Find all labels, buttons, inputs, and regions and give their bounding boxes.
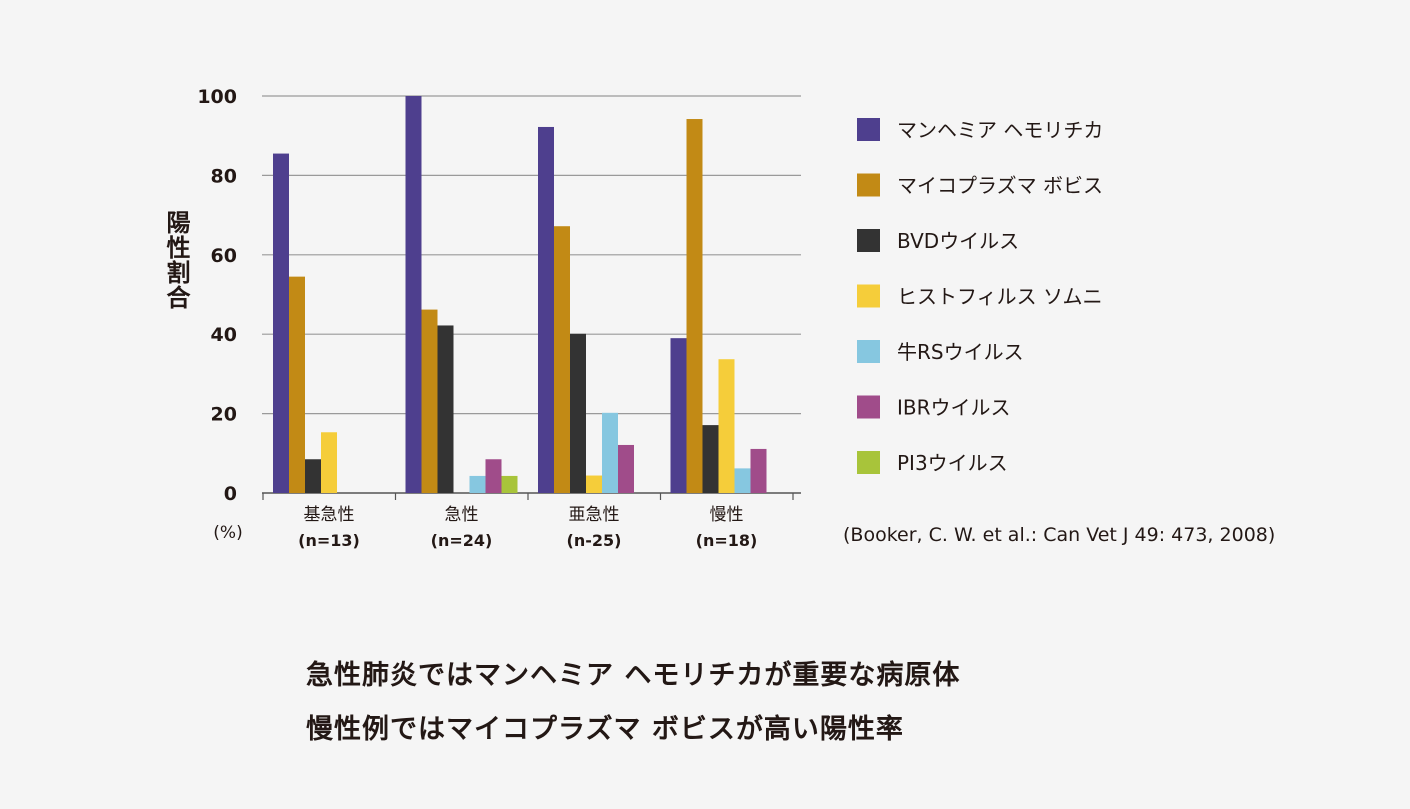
- legend-swatch: [857, 396, 880, 419]
- legend-label: 牛RSウイルス: [897, 340, 1024, 364]
- caption-line-1: 急性肺炎ではマンヘミア ヘモリチカが重要な病原体: [306, 653, 960, 692]
- y-axis-label: 陽性割合: [160, 210, 190, 310]
- bar: [273, 154, 289, 493]
- bar: [703, 425, 719, 493]
- legend-swatch: [857, 451, 880, 474]
- legend-label: IBRウイルス: [897, 396, 1011, 420]
- x-category-count: (n=13): [298, 531, 360, 550]
- legend-label: マイコプラズマ ボビス: [897, 174, 1103, 198]
- bar: [538, 127, 554, 493]
- bar: [602, 413, 618, 493]
- x-category-label: 亜急性: [569, 505, 620, 525]
- bar: [751, 449, 767, 493]
- bar: [570, 334, 586, 493]
- y-tick-label: 80: [211, 165, 237, 187]
- legend-label: BVDウイルス: [897, 229, 1019, 253]
- y-tick-label: 60: [211, 245, 237, 267]
- y-tick-label: 100: [197, 86, 237, 108]
- bar: [438, 325, 454, 493]
- x-category-count: (n-25): [567, 531, 622, 550]
- legend-label: マンヘミア ヘモリチカ: [897, 118, 1103, 142]
- legend-label: PI3ウイルス: [897, 451, 1008, 475]
- legend-swatch: [857, 118, 880, 141]
- bar: [470, 476, 486, 493]
- y-tick-label: 0: [224, 483, 237, 505]
- bar: [618, 445, 634, 493]
- bar: [305, 459, 321, 493]
- bar: [422, 310, 438, 493]
- legend-swatch: [857, 285, 880, 308]
- source-citation: (Booker, C. W. et al.: Can Vet J 49: 473…: [843, 524, 1275, 546]
- caption-line-2: 慢性例ではマイコプラズマ ボビスが高い陽性率: [306, 707, 904, 746]
- legend-swatch: [857, 174, 880, 197]
- bar: [719, 359, 735, 493]
- x-category-label: 基急性: [304, 505, 355, 525]
- bar: [735, 468, 751, 493]
- bar: [586, 476, 602, 493]
- x-category-label: 急性: [445, 505, 479, 525]
- legend-swatch: [857, 229, 880, 252]
- y-unit-label: (%): [213, 523, 242, 543]
- legend-swatch: [857, 340, 880, 363]
- bar: [321, 432, 337, 493]
- x-category-label: 慢性: [710, 504, 744, 525]
- legend-label: ヒストフィルス ソムニ: [897, 285, 1103, 309]
- bar: [289, 277, 305, 493]
- bar: [486, 459, 502, 493]
- bar: [687, 119, 703, 493]
- x-category-count: (n=24): [431, 531, 493, 550]
- y-tick-label: 40: [211, 324, 237, 346]
- bar: [502, 476, 518, 493]
- bar: [554, 226, 570, 493]
- bar: [671, 338, 687, 493]
- x-category-count: (n=18): [696, 531, 758, 550]
- y-tick-label: 20: [211, 404, 237, 426]
- bar: [406, 96, 422, 493]
